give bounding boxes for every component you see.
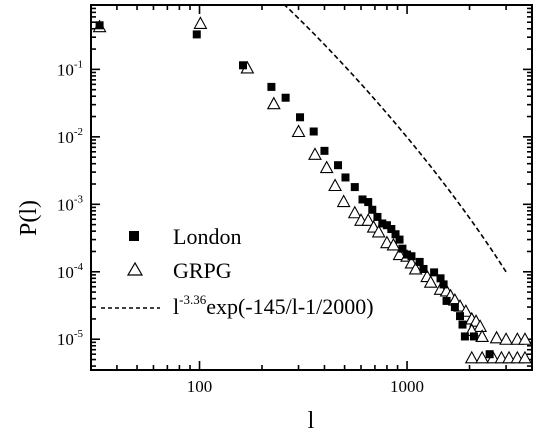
london-point (419, 264, 428, 273)
y-tick-label: 10-5 (57, 328, 84, 349)
fit-curve (283, 5, 507, 273)
london-point (368, 205, 377, 214)
london-point (485, 350, 494, 359)
grpg-point (475, 350, 490, 364)
london-point (469, 332, 478, 341)
y-axis-title: P(l) (16, 200, 42, 236)
x-axis-title: l (308, 408, 315, 434)
grpg-point (518, 350, 532, 364)
grpg-point (464, 350, 479, 364)
london-point (442, 296, 451, 305)
london-point (458, 320, 467, 329)
grpg-point (499, 332, 513, 345)
london-point (358, 195, 367, 204)
london-point (456, 312, 465, 321)
london-point (398, 244, 407, 253)
fit-curve-layer (283, 5, 507, 273)
london-point (334, 161, 343, 170)
grpg-point (408, 261, 423, 275)
legend-london-label: London (173, 224, 241, 249)
grpg-point (291, 124, 306, 138)
london-point (364, 198, 373, 207)
legend-grpg-marker (126, 261, 144, 276)
grpg-point (386, 237, 401, 251)
grpg-point (328, 178, 343, 192)
grpg-point (371, 224, 386, 238)
grpg-point (392, 247, 407, 261)
y-tick-label: 10-1 (57, 58, 83, 79)
london-point (350, 183, 359, 192)
legend-london-marker (129, 231, 139, 241)
london-point (296, 113, 305, 122)
x-tick-label: 1000 (390, 377, 424, 396)
x-tick-label: 100 (187, 377, 213, 396)
plot-frame (90, 4, 533, 371)
grpg-point (266, 96, 281, 110)
london-point (407, 252, 416, 261)
grpg-point (347, 205, 362, 219)
london-point (439, 280, 448, 289)
london-point (95, 21, 104, 30)
grpg-point (308, 147, 322, 160)
london-point (415, 257, 424, 266)
london-point (267, 82, 276, 91)
london-point (450, 303, 459, 312)
london-point (378, 219, 387, 228)
grpg-point (502, 350, 516, 364)
plot-border (90, 4, 533, 371)
london-point (403, 250, 412, 259)
london-point (238, 61, 247, 70)
grpg-point (489, 330, 504, 344)
london-point (436, 274, 445, 283)
grpg-point (193, 16, 208, 29)
london-point (192, 30, 201, 39)
london-point (320, 146, 329, 155)
y-tick-label: 10-2 (57, 126, 83, 147)
london-point (387, 225, 396, 234)
grpg-point (319, 160, 334, 174)
london-point (382, 221, 391, 230)
london-series (95, 21, 494, 359)
grpg-point (475, 329, 490, 342)
london-point (391, 230, 400, 239)
y-axis: 10-5 10-4 10-3 10-2 10-1 (57, 4, 532, 367)
legend: London GRPG l-3.36exp(-145/l-1/2000) (101, 224, 374, 319)
y-tick-label: 10-4 (57, 261, 84, 282)
london-point (460, 332, 469, 341)
grpg-point (361, 213, 376, 226)
grpg-point (423, 275, 438, 288)
london-point (395, 235, 404, 244)
grpg-point (518, 332, 532, 345)
london-point (373, 212, 382, 221)
legend-grpg-label: GRPG (173, 258, 232, 283)
london-point (281, 93, 290, 102)
y-tick-label: 10-3 (57, 193, 84, 214)
london-point (309, 127, 318, 136)
grpg-point (336, 194, 351, 208)
grpg-point (473, 319, 488, 332)
london-point (341, 173, 350, 182)
legend-fit-label: l-3.36exp(-145/l-1/2000) (173, 292, 374, 319)
x-axis: 100 1000 (90, 5, 533, 396)
london-point (430, 268, 439, 277)
